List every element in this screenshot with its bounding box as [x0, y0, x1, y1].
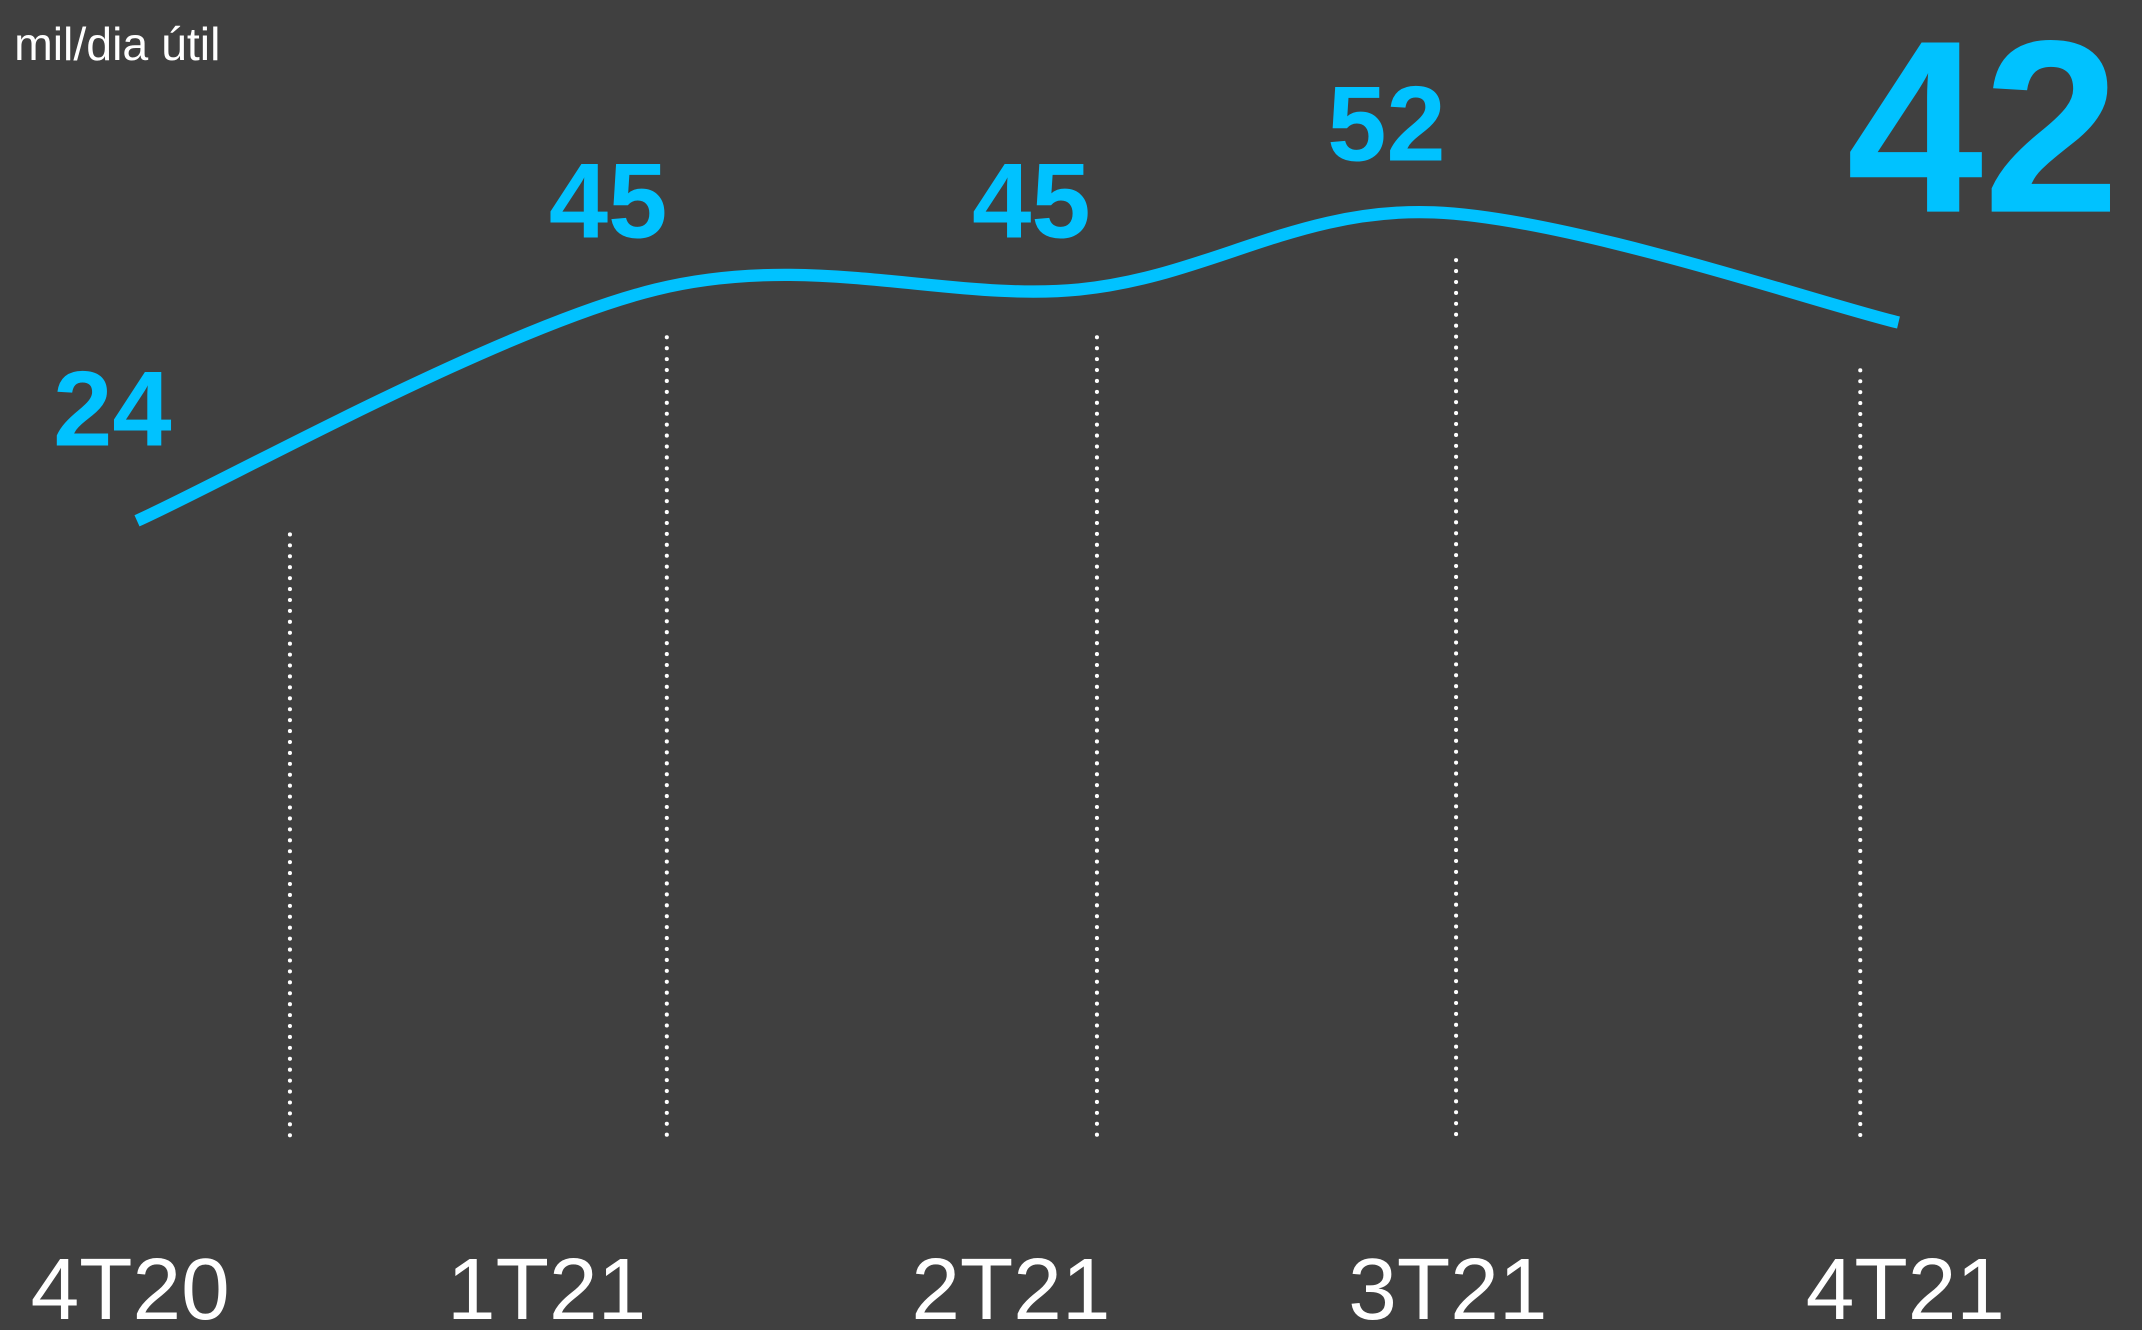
value-label: 52 [1327, 64, 1445, 183]
y-axis-label: mil/dia útil [14, 18, 220, 70]
value-label: 24 [53, 350, 171, 469]
x-tick-label: 1T21 [447, 1240, 646, 1330]
value-label: 45 [549, 142, 667, 261]
line [134, 205, 1900, 527]
value-label: 45 [972, 142, 1090, 261]
x-tick-label: 4T20 [31, 1240, 230, 1330]
x-tick-label: 4T21 [1806, 1240, 2005, 1330]
value-label: 42 [1846, 0, 2119, 265]
x-tick-label: 3T21 [1348, 1240, 1547, 1330]
x-tick-label: 2T21 [911, 1240, 1110, 1330]
